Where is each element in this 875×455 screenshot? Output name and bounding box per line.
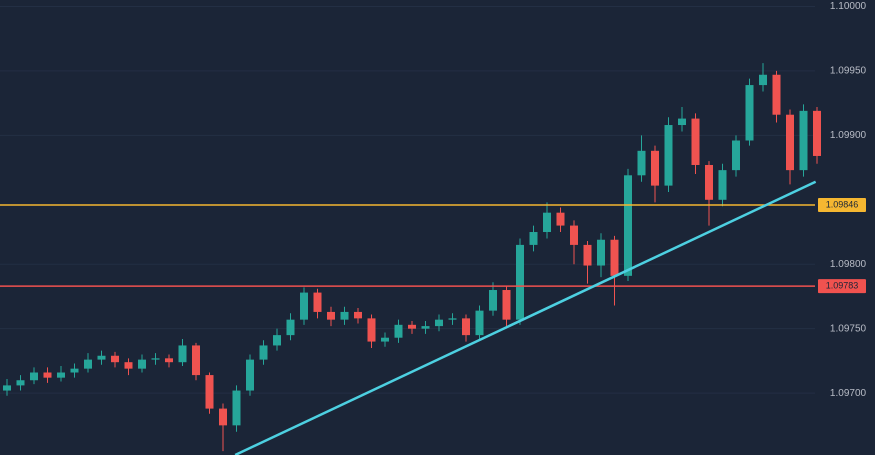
candle-body (462, 318, 470, 336)
candle-body (259, 345, 268, 360)
candle-body (70, 368, 79, 373)
candle-body (624, 175, 632, 276)
candle-body (286, 319, 295, 336)
candle-body (205, 375, 214, 409)
candle-body (556, 212, 565, 226)
candle-body (124, 362, 133, 369)
candle-body (475, 310, 484, 336)
candle-body (583, 244, 592, 266)
candle-body (745, 85, 754, 141)
candle-body (219, 408, 227, 426)
candle-body (232, 390, 241, 426)
y-tick-label: 1.09800 (830, 259, 867, 270)
candle-body (529, 232, 538, 245)
candle-body (381, 337, 389, 342)
candle-body (192, 345, 200, 376)
candle-body (489, 290, 497, 311)
candle-body (651, 150, 659, 186)
y-tick-label: 1.09750 (830, 323, 867, 334)
candle-body (165, 358, 173, 363)
candle-body (597, 239, 605, 266)
price-level-label: 1.09846 (826, 199, 859, 209)
candle-body (570, 225, 578, 245)
price-level-tag (818, 197, 866, 212)
candle-body (772, 74, 781, 115)
candle-body (799, 110, 808, 171)
candle-body (421, 326, 430, 329)
candle-body (57, 372, 65, 378)
y-tick-label: 1.09950 (830, 66, 867, 77)
candle-body (327, 311, 335, 320)
candle-body (610, 239, 619, 276)
candle-body (138, 359, 146, 369)
price-level-label: 1.09783 (826, 281, 859, 291)
candle-body (16, 380, 25, 386)
candle-body (786, 114, 794, 171)
candle-body (732, 140, 740, 171)
candle-body (273, 335, 281, 346)
candle-body (448, 318, 457, 320)
y-tick-label: 1.09900 (830, 130, 867, 141)
candle-body (664, 125, 673, 186)
candle-body (30, 372, 38, 381)
candle-body (813, 110, 821, 156)
candle-body (111, 355, 119, 363)
candle-body (543, 212, 551, 233)
candle-body (354, 311, 362, 319)
y-tick-label: 1.09700 (830, 388, 867, 399)
candle-body (151, 358, 160, 360)
candle-body (97, 355, 106, 360)
candle-body (705, 164, 713, 200)
candle-body (84, 359, 92, 369)
candle-body (516, 244, 524, 320)
candle-body (637, 150, 646, 176)
candle-body (3, 385, 11, 391)
candle-body (678, 118, 686, 126)
y-tick-label: 1.10000 (830, 1, 867, 12)
candle-body (246, 359, 254, 391)
candle-body (178, 345, 187, 363)
candle-body (300, 292, 308, 320)
candle-body (313, 292, 322, 312)
candle-body (394, 324, 403, 338)
candle-body (502, 290, 511, 320)
price-level-tag (818, 279, 866, 294)
candle-body (759, 74, 767, 86)
candle-body (340, 311, 349, 320)
candle-body (435, 319, 443, 327)
candle-body (408, 324, 416, 329)
candle-body (718, 170, 727, 200)
candle-body (367, 318, 376, 342)
candle-body (43, 372, 52, 378)
candle-body (691, 118, 700, 165)
trendline (234, 180, 817, 455)
